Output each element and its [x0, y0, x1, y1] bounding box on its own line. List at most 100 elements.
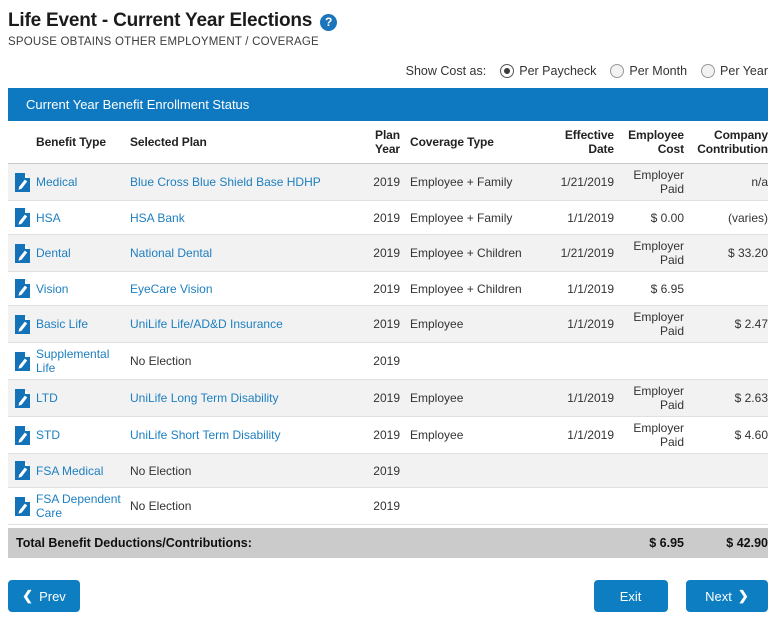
- total-row: Total Benefit Deductions/Contributions: …: [8, 528, 768, 558]
- selected-plan-link[interactable]: EyeCare Vision: [130, 281, 213, 296]
- selected-plan-link[interactable]: Blue Cross Blue Shield Base HDHP: [130, 175, 321, 189]
- table-row: LTD UniLife Long Term Disability 2019 Em…: [8, 380, 768, 417]
- employee-cost-value: $ 0.00: [650, 210, 684, 225]
- radio-label: Per Month: [629, 64, 688, 78]
- coverage-type-value: Employee + Family: [410, 175, 513, 189]
- selected-plan-link[interactable]: UniLife Life/AD&D Insurance: [130, 317, 283, 331]
- title-row: Life Event - Current Year Elections ?: [8, 10, 768, 32]
- plan-year-value: 2019: [373, 499, 400, 513]
- plan-year-value: 2019: [373, 210, 400, 225]
- radio-label: Per Paycheck: [519, 64, 597, 78]
- col-effective-date: Effective Date: [564, 128, 614, 156]
- exit-button[interactable]: Exit: [593, 580, 668, 612]
- benefit-type-link[interactable]: Basic Life: [36, 317, 89, 331]
- employee-cost-value: $ 6.95: [650, 281, 684, 296]
- chevron-left-icon: ❮: [22, 588, 34, 603]
- radio-per-month[interactable]: Per Month: [610, 64, 687, 78]
- col-selected-plan: Selected Plan: [130, 135, 207, 149]
- edit-document-icon[interactable]: [14, 279, 30, 298]
- col-plan-year: Plan Year: [375, 128, 400, 156]
- show-cost-as-label: Show Cost as:: [405, 64, 487, 78]
- next-button[interactable]: Next ❯: [686, 580, 768, 612]
- table-row: FSA Dependent Care No Election 2019: [8, 488, 768, 525]
- plan-year-value: 2019: [373, 246, 400, 260]
- edit-document-icon[interactable]: [14, 496, 30, 516]
- radio-per-year[interactable]: Per Year: [701, 64, 768, 78]
- edit-cell: [8, 172, 36, 192]
- benefit-type-link[interactable]: Dental: [36, 246, 71, 260]
- table-row: Dental National Dental 2019 Employee + C…: [8, 235, 768, 272]
- edit-document-icon[interactable]: [14, 243, 30, 263]
- selected-plan-link[interactable]: UniLife Short Term Disability: [130, 428, 281, 442]
- table-row: Supplemental Life No Election 2019: [8, 343, 768, 380]
- table-header-row: Benefit Type Selected Plan Plan Year Cov…: [8, 121, 768, 164]
- selected-plan-link[interactable]: National Dental: [130, 246, 213, 260]
- edit-document-icon[interactable]: [14, 208, 30, 227]
- radio-per-paycheck[interactable]: Per Paycheck: [500, 64, 596, 78]
- edit-cell: [8, 388, 36, 408]
- benefit-type-link[interactable]: HSA: [36, 210, 61, 225]
- plan-year-value: 2019: [373, 428, 400, 442]
- next-button-label: Next: [705, 588, 732, 604]
- col-company-contribution: Company Contribution: [697, 128, 768, 156]
- edit-document-icon[interactable]: [14, 351, 30, 371]
- company-contribution-value: $ 33.20: [727, 246, 768, 260]
- employee-cost-value: Employer Paid: [633, 384, 684, 412]
- table-row: FSA Medical No Election 2019: [8, 454, 768, 488]
- plan-year-value: 2019: [373, 175, 400, 189]
- col-employee-cost: Employee Cost: [628, 128, 684, 156]
- plan-year-value: 2019: [373, 317, 400, 331]
- edit-document-icon[interactable]: [14, 461, 30, 480]
- coverage-type-value: Employee: [410, 317, 464, 331]
- edit-cell: [8, 279, 36, 298]
- total-employee-cost: $ 6.95: [649, 536, 684, 550]
- edit-document-icon[interactable]: [14, 172, 30, 192]
- edit-document-icon[interactable]: [14, 388, 30, 408]
- chevron-right-icon: ❯: [737, 588, 749, 603]
- plan-year-value: 2019: [373, 463, 400, 478]
- life-event-subtitle: SPOUSE OBTAINS OTHER EMPLOYMENT / COVERA…: [8, 36, 319, 48]
- benefit-type-link[interactable]: STD: [36, 428, 60, 442]
- coverage-type-value: Employee + Children: [410, 246, 522, 260]
- benefit-type-link[interactable]: LTD: [36, 391, 58, 405]
- coverage-type-value: Employee + Family: [410, 210, 513, 225]
- benefit-type-link[interactable]: FSA Medical: [36, 463, 104, 478]
- company-contribution-value: $ 2.47: [734, 317, 768, 331]
- table-row: Basic Life UniLife Life/AD&D Insurance 2…: [8, 306, 768, 343]
- plan-year-value: 2019: [373, 281, 400, 296]
- company-contribution-value: $ 4.60: [734, 428, 768, 442]
- company-contribution-value: $ 2.63: [734, 391, 768, 405]
- edit-cell: [8, 461, 36, 480]
- page-title: Life Event - Current Year Elections: [8, 10, 313, 31]
- selected-plan-link: No Election: [130, 499, 192, 513]
- edit-document-icon[interactable]: [14, 314, 30, 334]
- selected-plan-link[interactable]: UniLife Long Term Disability: [130, 391, 279, 405]
- effective-date-value: 1/1/2019: [567, 317, 614, 331]
- coverage-type-value: Employee: [410, 428, 464, 442]
- plan-year-value: 2019: [373, 354, 400, 368]
- plan-year-value: 2019: [373, 391, 400, 405]
- effective-date-value: 1/1/2019: [567, 210, 614, 225]
- table-row: HSA HSA Bank 2019 Employee + Family 1/1/…: [8, 201, 768, 235]
- prev-button[interactable]: ❮ Prev: [8, 580, 80, 612]
- benefit-type-link[interactable]: Vision: [36, 281, 69, 296]
- effective-date-value: 1/1/2019: [567, 281, 614, 296]
- edit-document-icon[interactable]: [14, 425, 30, 445]
- table-row: Vision EyeCare Vision 2019 Employee + Ch…: [8, 272, 768, 306]
- prev-button-label: Prev: [39, 588, 66, 604]
- benefit-type-link[interactable]: Medical: [36, 175, 78, 189]
- benefit-type-link[interactable]: Supplemental Life: [36, 347, 110, 375]
- edit-cell: [8, 425, 36, 445]
- benefit-type-link[interactable]: FSA Dependent Care: [36, 492, 121, 520]
- help-icon[interactable]: ?: [320, 13, 338, 31]
- edit-cell: [8, 496, 36, 516]
- selected-plan-link: No Election: [130, 463, 192, 478]
- edit-cell: [8, 314, 36, 334]
- exit-button-label: Exit: [619, 588, 642, 604]
- col-benefit-type: Benefit Type: [36, 135, 106, 149]
- edit-cell: [8, 243, 36, 263]
- radio-icon: [500, 64, 515, 78]
- selected-plan-link[interactable]: HSA Bank: [130, 210, 185, 225]
- col-coverage-type: Coverage Type: [410, 135, 494, 149]
